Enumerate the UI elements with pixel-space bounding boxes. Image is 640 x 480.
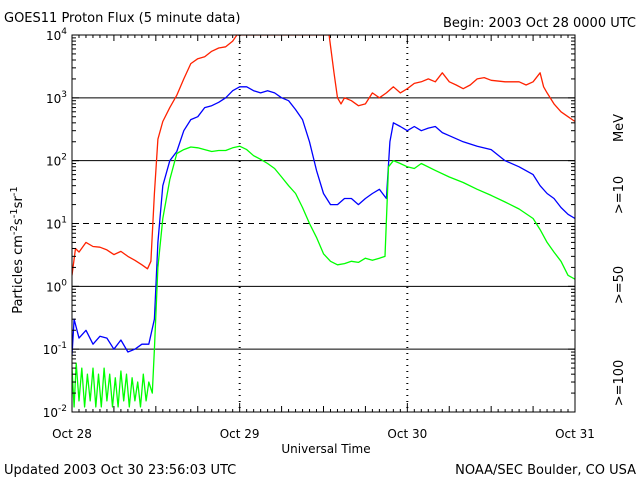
legend-mev: MeV [612, 114, 627, 142]
y-tick-exponent: -2 [58, 404, 67, 414]
plot-frame [71, 34, 576, 413]
credit-label: NOAA/SEC Boulder, CO USA [455, 463, 636, 478]
y-axis-label: Particles cm-2s-1sr-1 [9, 186, 27, 314]
series-line-1 [72, 86, 575, 356]
y-tick-label: 10-2 [43, 404, 67, 420]
y-tick-base: 10 [46, 218, 61, 232]
y-tick-exponent: 2 [61, 153, 67, 163]
legend-ge100: >=100 [612, 360, 627, 407]
y-tick-label: 100 [46, 278, 67, 294]
x-axis-label: Universal Time [281, 442, 370, 456]
y-tick-base: 10 [46, 155, 61, 169]
y-tick-exponent: 0 [61, 278, 67, 288]
y-axis-label-text: Particles cm [11, 235, 26, 314]
legend-ge50: >=50 [612, 266, 627, 304]
y-tick-base: 10 [46, 29, 61, 43]
y-tick-label: 104 [46, 27, 67, 43]
x-tick-label: Oct 30 [387, 427, 427, 441]
series-layer [72, 35, 575, 408]
y-tick-exponent: 3 [61, 90, 67, 100]
legend-ge10: >=10 [612, 176, 627, 214]
y-tick-base: 10 [46, 92, 61, 106]
grid-layer [72, 35, 575, 412]
series-line-2 [72, 145, 575, 408]
y-tick-base: 10 [43, 343, 58, 357]
energy-legend: MeV >=10 >=50 >=100 [612, 114, 627, 406]
y-tick-exponent: 1 [61, 216, 67, 226]
series-line-0 [72, 35, 575, 276]
begin-label: Begin: 2003 Oct 28 0000 UTC [443, 16, 636, 31]
y-tick-label: 10-1 [43, 341, 67, 357]
y-tick-exponent: -1 [58, 341, 67, 351]
y-tick-label: 103 [46, 90, 67, 106]
chart-title: GOES11 Proton Flux (5 minute data) [4, 11, 240, 26]
y-tick-base: 10 [46, 280, 61, 294]
y-tick-exponent: 4 [61, 27, 67, 37]
y-tick-base: 10 [43, 406, 58, 420]
y-tick-label: 102 [46, 153, 67, 169]
updated-label: Updated 2003 Oct 30 23:56:03 UTC [4, 463, 236, 478]
x-tick-label: Oct 31 [555, 427, 595, 441]
y-tick-label: 101 [46, 216, 67, 232]
x-tick-label: Oct 28 [52, 427, 92, 441]
x-tick-label: Oct 29 [220, 427, 260, 441]
